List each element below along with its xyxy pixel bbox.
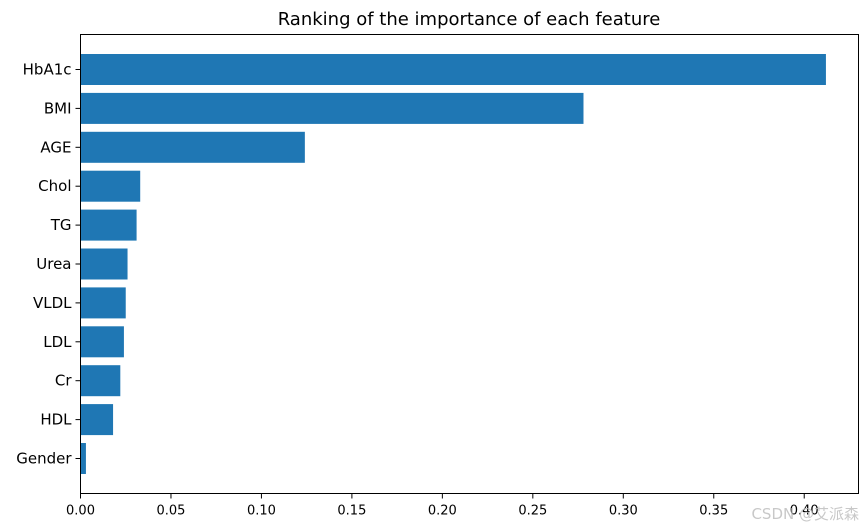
y-tick-label-tg: TG <box>50 216 72 234</box>
bar-urea <box>80 248 128 280</box>
x-tick-label: 0.20 <box>428 504 457 519</box>
x-tick-label: 0.05 <box>156 504 185 519</box>
y-tick-label-hba1c: HbA1c <box>23 61 72 79</box>
bar-chol <box>80 170 141 202</box>
x-ticks: 0.00 0.05 0.10 0.15 0.20 0.25 0.30 0.35 0.40 <box>66 493 819 519</box>
y-tick-label-age: AGE <box>40 138 71 156</box>
bar-age <box>80 131 305 163</box>
bar-gender <box>80 443 86 474</box>
bar-ldl <box>80 326 124 358</box>
y-tick-labels: HbA1c BMI AGE Chol TG Urea VLDL LDL Cr HDL Gender <box>16 61 81 468</box>
x-tick-label: 0.35 <box>699 504 728 519</box>
watermark: CSDN @艾派森 <box>751 505 859 523</box>
chart-title: Ranking of the importance of each featur… <box>278 9 661 30</box>
y-tick-label-cr: Cr <box>55 372 72 390</box>
bars-group <box>80 54 826 474</box>
y-tick-label-ldl: LDL <box>43 333 72 351</box>
y-tick-label-urea: Urea <box>36 255 71 273</box>
bar-hdl <box>80 404 114 436</box>
x-tick-label: 0.30 <box>609 504 638 519</box>
plot-frame <box>80 34 859 494</box>
x-tick-label: 0.10 <box>247 504 276 519</box>
bar-hba1c <box>80 54 826 85</box>
x-tick-label: 0.40 <box>790 504 819 519</box>
y-tick-label-gender: Gender <box>16 450 72 468</box>
bar-vldl <box>80 287 126 319</box>
y-tick-label-bmi: BMI <box>44 99 72 117</box>
y-tick-label-hdl: HDL <box>40 411 72 429</box>
x-tick-label: 0.25 <box>518 504 547 519</box>
y-tick-label-chol: Chol <box>38 177 71 195</box>
bar-cr <box>80 365 121 397</box>
y-tick-label-vldl: VLDL <box>33 294 72 312</box>
bar-tg <box>80 209 137 241</box>
x-tick-label: 0.00 <box>66 504 95 519</box>
x-tick-label: 0.15 <box>337 504 366 519</box>
bar-bmi <box>80 92 584 124</box>
